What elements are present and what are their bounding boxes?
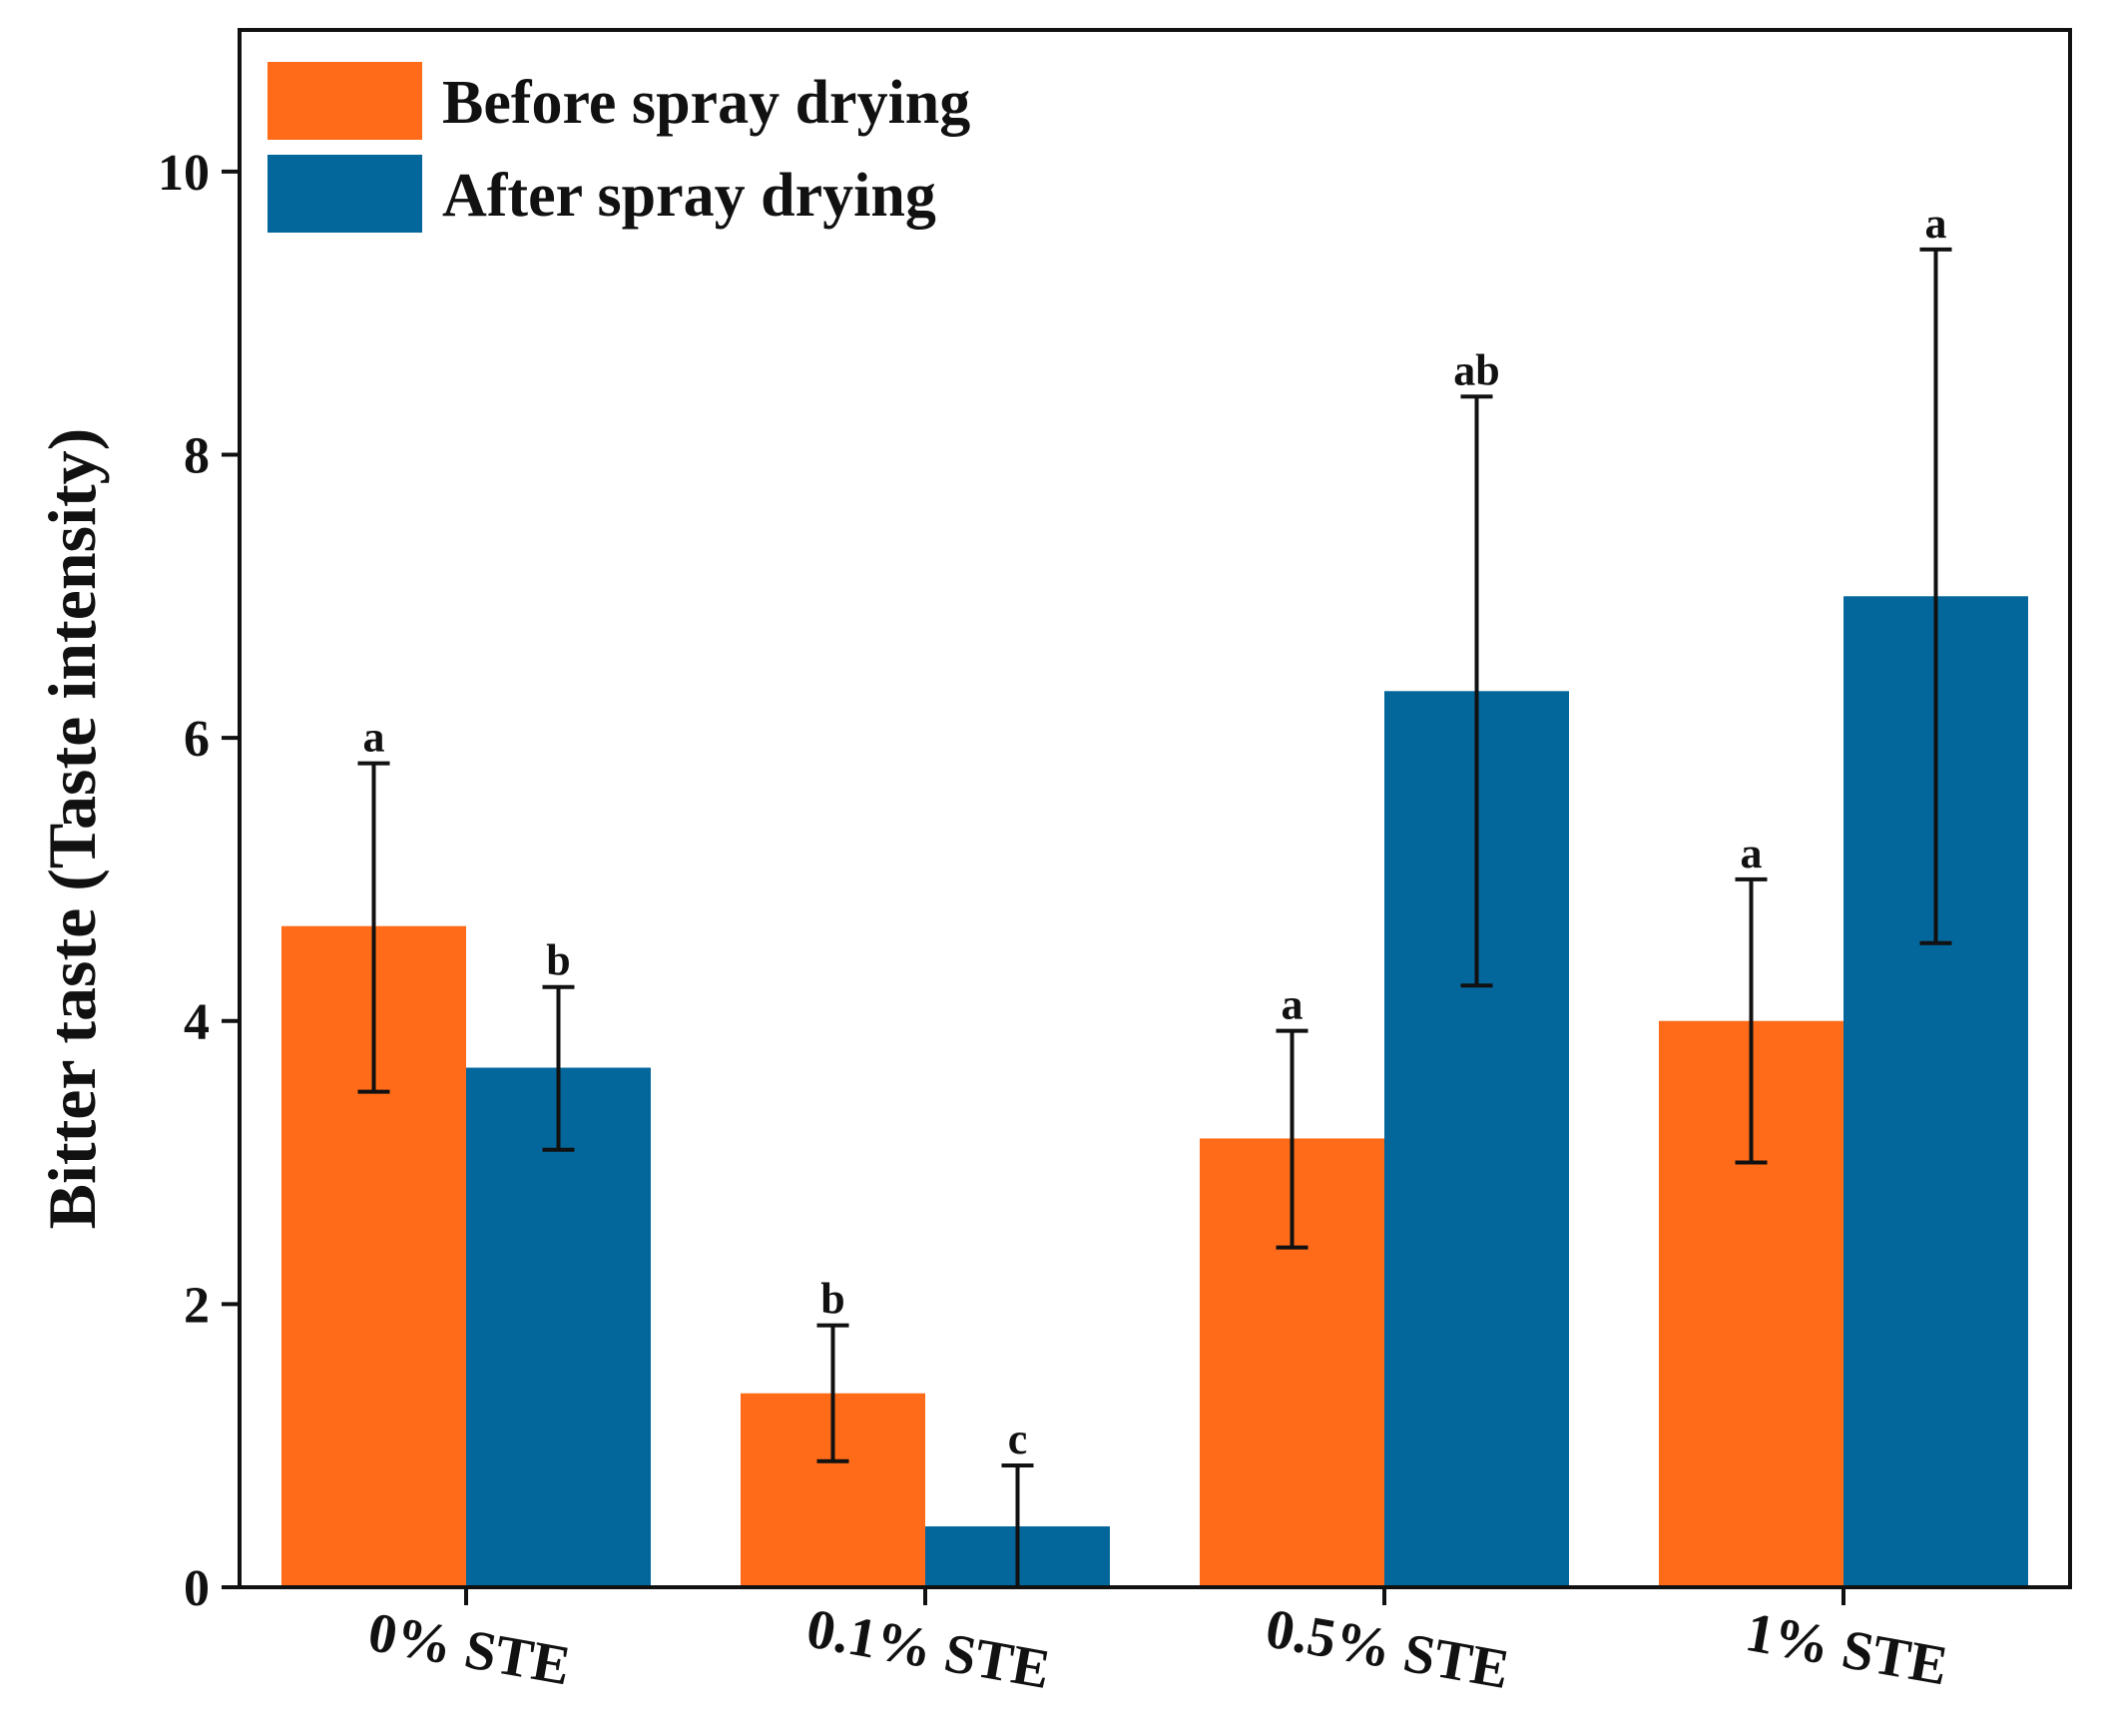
x-tick-label: 0.5% STE bbox=[1262, 1597, 1514, 1701]
error-bars-layer bbox=[357, 247, 1952, 1587]
significance-letter: c bbox=[1008, 1415, 1028, 1463]
significance-letter: a bbox=[1925, 199, 1947, 248]
plot-frame bbox=[238, 28, 2072, 1589]
error-bar-0-0 bbox=[357, 761, 390, 1094]
significance-letter: a bbox=[1741, 829, 1763, 877]
x-tick-label: 1% STE bbox=[1741, 1601, 1952, 1697]
y-tick-label: 6 bbox=[184, 711, 210, 768]
error-bar-0-3 bbox=[1735, 876, 1768, 1165]
significance-letter: b bbox=[546, 936, 570, 985]
error-bar-1-3 bbox=[1919, 247, 1952, 945]
y-tick-label: 10 bbox=[158, 145, 210, 202]
error-bar-0-2 bbox=[1276, 1028, 1309, 1250]
legend-label-after: After spray drying bbox=[442, 162, 936, 230]
y-tick-label: 4 bbox=[184, 994, 210, 1051]
significance-letter: b bbox=[820, 1275, 844, 1324]
legend-label-before: Before spray drying bbox=[442, 69, 970, 137]
legend-swatch-before bbox=[267, 62, 422, 140]
legend-swatch-after bbox=[267, 155, 422, 233]
error-bar-1-1 bbox=[1001, 1463, 1034, 1587]
x-tick-label: 0% STE bbox=[363, 1601, 575, 1697]
significance-letter: a bbox=[363, 713, 385, 762]
significance-letter: ab bbox=[1453, 345, 1499, 394]
y-tick-label: 0 bbox=[184, 1560, 210, 1617]
y-tick-label: 8 bbox=[184, 427, 210, 484]
x-tick-label: 0.1% STE bbox=[802, 1597, 1055, 1701]
bars-layer bbox=[281, 596, 2028, 1587]
y-tick-label: 2 bbox=[184, 1277, 210, 1334]
error-bar-1-2 bbox=[1460, 394, 1493, 988]
error-bar-1-0 bbox=[542, 984, 575, 1152]
y-axis: 0 2 4 6 8 10 bbox=[158, 145, 240, 1617]
y-axis-label: Bitter taste (Taste intensity) bbox=[34, 428, 110, 1230]
x-axis: 0% STE 0.1% STE 0.5% STE 1% STE bbox=[363, 1587, 1952, 1701]
significance-letter: a bbox=[1282, 980, 1304, 1029]
legend: Before spray drying After spray drying bbox=[267, 62, 970, 233]
error-bar-0-1 bbox=[816, 1323, 849, 1463]
bar-after-0 bbox=[466, 1067, 651, 1587]
